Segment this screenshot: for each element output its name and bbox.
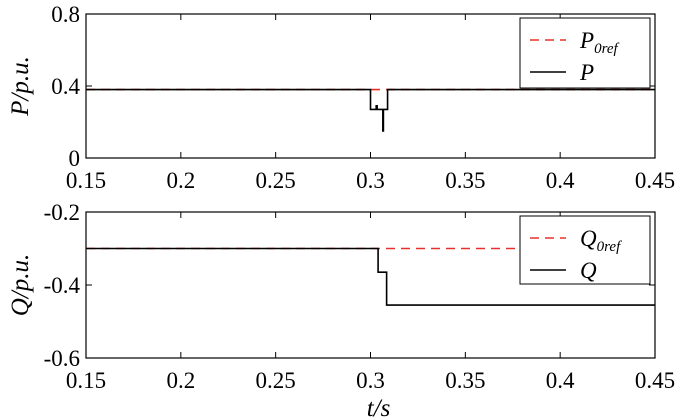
x-tick-label: 0.4 [546, 368, 575, 393]
y-axis-label: P/p.u. [7, 56, 34, 117]
x-tick-label: 0.35 [445, 168, 485, 193]
y-tick-label: 0 [69, 146, 81, 171]
legend-entry: Q [580, 258, 597, 283]
x-tick-label: 0.2 [166, 168, 195, 193]
x-tick-label: 0.3 [356, 168, 385, 193]
chart-panel-2: 0.15 0.2 0.25 0.3 0.35 0.4 0.45 -0.2 -0.4 -0.6 Q/p… [7, 200, 675, 420]
x-tick-label: 0.4 [546, 168, 575, 193]
x-tick-label: 0.45 [635, 368, 675, 393]
x-tick-label: 0.25 [256, 368, 296, 393]
series-line-p [86, 88, 655, 132]
y-tick-label: -0.2 [44, 200, 80, 225]
y-tick-label: 0.4 [51, 74, 80, 99]
legend-entry: Q0ref [580, 226, 622, 255]
legend-entry: P0ref [579, 28, 620, 57]
x-tick-label: 0.15 [66, 168, 106, 193]
series-line-q [86, 247, 655, 306]
y-tick-label: 0.8 [51, 2, 80, 27]
legend: Q0ref Q [519, 215, 651, 285]
x-tick-label: 0.15 [66, 368, 106, 393]
legend-box [519, 215, 651, 285]
x-tick-label: 0.2 [166, 368, 195, 393]
chart-panel-1: 0.15 0.2 0.25 0.3 0.35 0.4 0.45 0 0.4 0.8 P/p.u. P0… [7, 2, 675, 193]
x-axis-label: t/s [367, 395, 391, 420]
x-tick-label: 0.3 [356, 368, 385, 393]
x-tick-label: 0.45 [635, 168, 675, 193]
x-tick-label: 0.25 [256, 168, 296, 193]
x-tick-label: 0.35 [445, 368, 485, 393]
y-axis-label: Q/p.u. [7, 254, 34, 317]
legend: P0ref P [519, 17, 651, 89]
legend-box [519, 17, 651, 89]
y-tick-label: -0.6 [44, 346, 80, 371]
legend-entry: P [579, 60, 594, 85]
y-tick-label: -0.4 [44, 273, 81, 298]
